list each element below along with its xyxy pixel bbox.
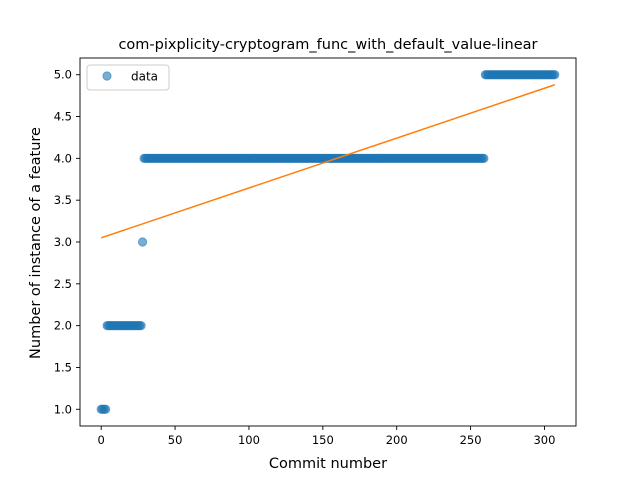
- data-point: [101, 404, 111, 414]
- x-tick-label: 200: [386, 433, 408, 447]
- x-axis-label: Commit number: [269, 456, 387, 472]
- y-tick-label: 3.5: [54, 193, 72, 207]
- y-tick-label: 2.5: [54, 277, 72, 291]
- data-point: [550, 70, 560, 80]
- y-axis-label: Number of instance of a feature: [28, 127, 44, 359]
- plot-area: 0 50 100 150 200 250 300 1.0 1.5 2.0 2.5 3.0 3.5 4.0 4…: [54, 57, 577, 447]
- legend: data: [86, 64, 170, 91]
- y-tick-label: 3.0: [54, 235, 72, 249]
- y-tick-label: 1.0: [54, 402, 72, 416]
- data-point: [479, 153, 489, 163]
- x-tick-label: 300: [533, 433, 555, 447]
- x-tick-label: 50: [168, 433, 183, 447]
- x-tick-label: 250: [460, 433, 482, 447]
- chart-title: com-pixplicity-cryptogram_func_with_defa…: [118, 37, 537, 53]
- x-tick-label: 0: [98, 433, 105, 447]
- legend-marker: [102, 71, 112, 81]
- x-tick-label: 100: [238, 433, 260, 447]
- trend-line: [100, 84, 556, 239]
- legend-box: [86, 64, 170, 91]
- y-tick-label: 5.0: [54, 68, 72, 82]
- legend-label: data: [131, 70, 158, 84]
- y-tick-label: 4.0: [54, 151, 72, 165]
- y-tick-label: 2.0: [54, 319, 72, 333]
- data-point: [136, 321, 146, 331]
- y-tick-label: 1.5: [54, 360, 72, 374]
- x-tick-label: 150: [312, 433, 334, 447]
- data-point: [137, 237, 148, 247]
- y-tick-label: 4.5: [54, 110, 72, 124]
